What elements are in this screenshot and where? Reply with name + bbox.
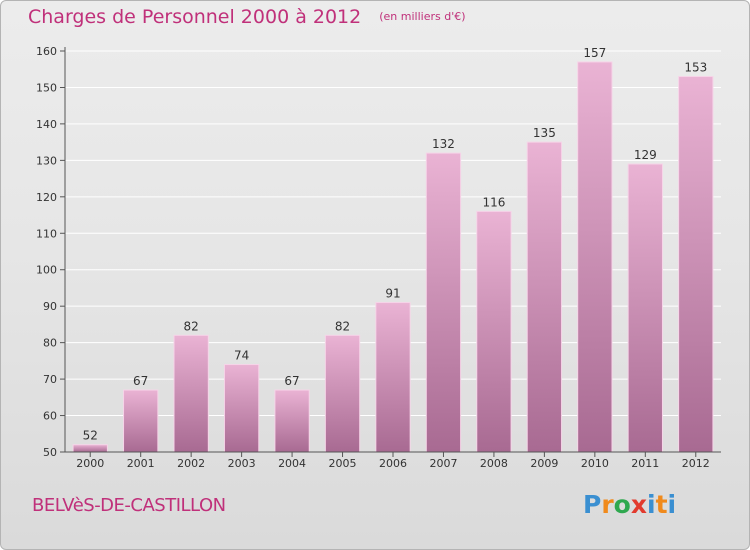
bar-2009 (526, 141, 563, 453)
y-tick-label: 110 (36, 227, 57, 240)
bar-2011 (627, 163, 663, 453)
x-tick-label: 2009 (530, 457, 558, 470)
x-tick-label: 2001 (127, 457, 155, 470)
title-row: Charges de Personnel 2000 à 2012 (en mil… (28, 6, 466, 28)
data-label: 67 (133, 374, 148, 388)
y-tick-label: 60 (43, 410, 57, 423)
y-tick-label: 70 (43, 373, 57, 386)
brand-letter: o (613, 490, 631, 519)
data-label: 157 (583, 46, 606, 60)
x-tick-label: 2011 (631, 457, 659, 470)
data-label: 153 (684, 61, 707, 75)
bar-2003 (223, 364, 260, 453)
brand-letter: x (630, 490, 647, 519)
brand-logo: Proxiti (583, 490, 676, 519)
brand-letter: t (655, 490, 668, 519)
bar-2000 (72, 444, 108, 453)
brand-letter: r (601, 490, 614, 519)
axes (60, 47, 721, 457)
data-label: 52 (83, 429, 98, 443)
y-tick-label: 100 (36, 264, 57, 277)
x-tick-label: 2007 (429, 457, 457, 470)
data-label: 67 (284, 374, 299, 388)
bar-2005 (324, 334, 361, 453)
chart-subtitle: (en milliers d'€) (379, 10, 466, 23)
data-label: 82 (335, 319, 350, 333)
x-tick-label: 2005 (329, 457, 357, 470)
y-tick-label: 120 (36, 191, 57, 204)
brand-letter: i (667, 490, 677, 519)
y-tick-label: 130 (36, 154, 57, 167)
place-name: BELVèS-DE-CASTILLON (32, 495, 226, 516)
bar-2001 (123, 389, 159, 453)
brand-letter: i (647, 490, 656, 519)
x-tick-label: 2002 (177, 457, 205, 470)
bar-2007 (425, 152, 462, 453)
bars (72, 61, 714, 453)
bar-2008 (476, 210, 512, 453)
x-tick-label: 2006 (379, 457, 407, 470)
y-tick-label: 140 (36, 118, 57, 131)
bar-2010 (577, 61, 613, 453)
data-label: 132 (432, 137, 455, 151)
labels: 50 60 70 80 90 100 110 120 130 140 150 160 2000 52 200… (36, 45, 710, 470)
bar-2002 (173, 334, 209, 453)
data-label: 74 (234, 349, 249, 363)
y-tick-label: 90 (43, 300, 57, 313)
data-label: 91 (385, 287, 400, 301)
brand-letter: P (583, 490, 602, 519)
bar-2012 (678, 76, 714, 453)
bar-2004 (274, 389, 310, 453)
x-tick-label: 2004 (278, 457, 306, 470)
data-label: 135 (533, 126, 556, 140)
bar-2006 (375, 302, 411, 453)
data-label: 116 (482, 195, 505, 209)
x-tick-label: 2010 (581, 457, 609, 470)
x-tick-label: 2008 (480, 457, 508, 470)
chart-title: Charges de Personnel 2000 à 2012 (28, 6, 362, 28)
x-tick-label: 2003 (228, 457, 256, 470)
y-tick-label: 80 (43, 337, 57, 350)
x-tick-label: 2000 (76, 457, 104, 470)
data-label: 82 (184, 319, 199, 333)
y-tick-label: 150 (36, 81, 57, 94)
x-tick-label: 2012 (682, 457, 710, 470)
y-tick-label: 50 (43, 446, 57, 459)
data-label: 129 (634, 148, 657, 162)
y-tick-label: 160 (36, 45, 57, 58)
